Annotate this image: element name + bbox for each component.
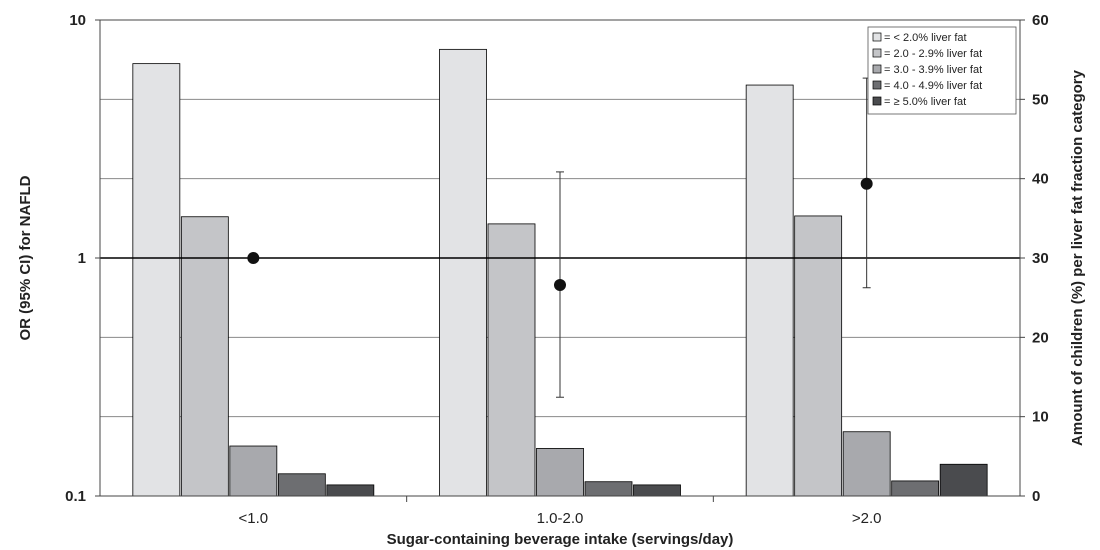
x-axis-title: Sugar-containing beverage intake (servin…	[387, 531, 734, 548]
category-label: >2.0	[852, 510, 882, 527]
legend-label: = 4.0 - 4.9% liver fat	[884, 80, 982, 92]
category-labels: <1.0 1.0-2.0 >2.0	[239, 496, 882, 527]
bar	[794, 215, 843, 497]
legend-box	[867, 26, 1017, 115]
bar	[277, 473, 326, 497]
or-point	[247, 252, 260, 264]
legend: = < 2.0% liver fat = 2.0 - 2.9% liver fat…	[867, 26, 1017, 115]
right-tick-label: 60	[1032, 12, 1049, 29]
bar	[939, 463, 988, 497]
legend-swatch	[872, 96, 882, 106]
left-tick-label: 10	[69, 12, 86, 29]
bar	[842, 431, 891, 497]
bar	[633, 484, 681, 497]
legend-swatch	[872, 32, 882, 42]
category-label: <1.0	[239, 510, 269, 527]
bar	[132, 63, 181, 497]
or-point	[554, 279, 566, 292]
legend-swatch	[872, 48, 882, 58]
left-axis-ticks: 10 1 0.1	[65, 12, 100, 505]
right-tick-label: 10	[1032, 409, 1049, 426]
bar	[891, 480, 940, 497]
right-axis-ticks: 60 50 40 30 20 10 0	[1020, 12, 1049, 505]
legend-label: = 2.0 - 2.9% liver fat	[884, 48, 982, 60]
right-tick-label: 0	[1032, 488, 1040, 505]
legend-label: = < 2.0% liver fat	[884, 32, 967, 44]
right-axis-title: Amount of children (%) per liver fat fra…	[1069, 69, 1086, 446]
bar	[745, 84, 794, 497]
bar	[326, 484, 375, 497]
right-tick-label: 50	[1032, 91, 1049, 108]
odds-ratio-markers	[247, 77, 873, 398]
legend-label: = ≥ 5.0% liver fat	[884, 96, 966, 108]
legend-label: = 3.0 - 3.9% liver fat	[884, 64, 982, 76]
legend-swatch	[872, 64, 882, 74]
right-tick-label: 40	[1032, 171, 1049, 188]
left-tick-label: 0.1	[65, 488, 86, 505]
left-tick-label: 1	[78, 250, 86, 267]
bar	[229, 445, 278, 497]
or-point	[860, 177, 873, 190]
bars	[132, 48, 988, 497]
left-axis-title: OR (95% CI) for NAFLD	[17, 175, 34, 340]
bar	[584, 481, 633, 497]
bar	[439, 48, 487, 497]
right-tick-label: 30	[1032, 250, 1049, 267]
bar	[536, 447, 584, 497]
right-tick-label: 20	[1032, 329, 1049, 346]
category-label: 1.0-2.0	[537, 510, 584, 527]
legend-swatch	[872, 80, 882, 90]
bar	[487, 223, 536, 497]
